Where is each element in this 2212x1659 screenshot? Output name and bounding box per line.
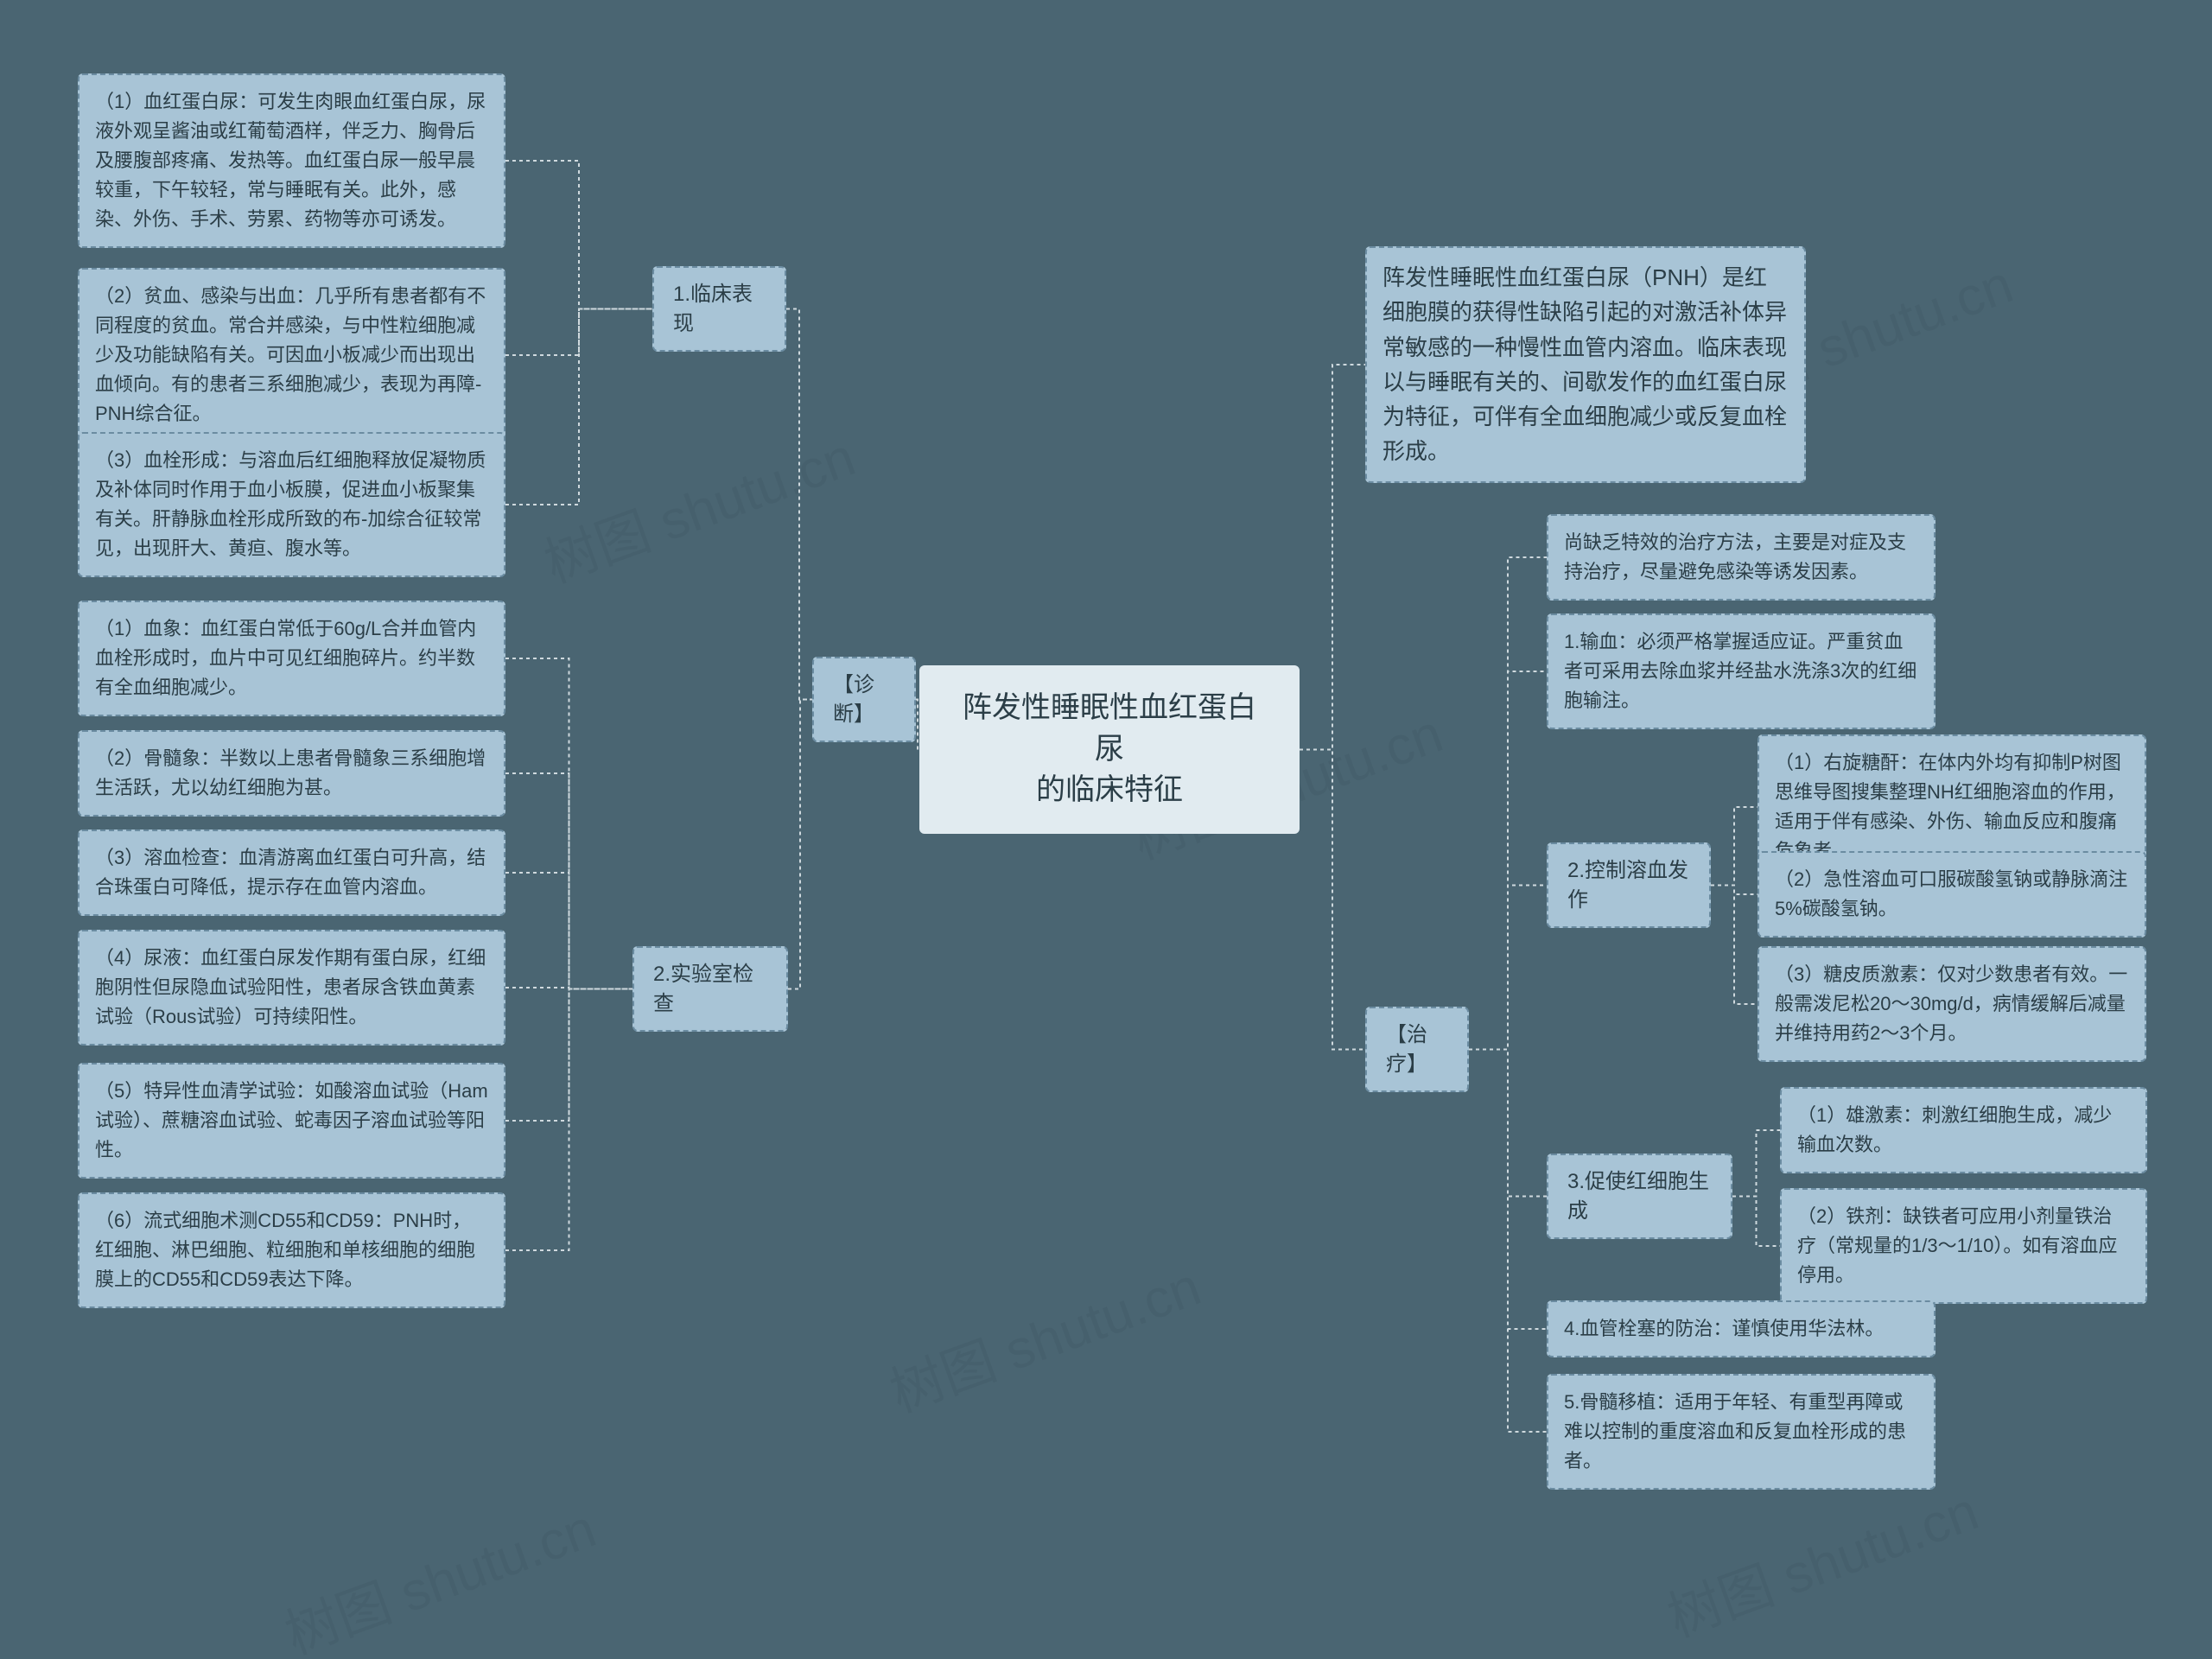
left-leaf: （6）流式细胞术测CD55和CD59：PNH时，红细胞、淋巴细胞、粒细胞和单核细… bbox=[78, 1192, 505, 1308]
center-node: 阵发性睡眠性血红蛋白尿的临床特征 bbox=[919, 665, 1300, 834]
treatment-sub-label: 3.促使红细胞生成 bbox=[1547, 1154, 1732, 1239]
treatment-leaf: （2）铁剂：缺铁者可应用小剂量铁治疗（常规量的1/3～1/10）。如有溶血应停用… bbox=[1780, 1188, 2147, 1304]
left-leaf: （5）特异性血清学试验：如酸溶血试验（Ham试验）、蔗糖溶血试验、蛇毒因子溶血试… bbox=[78, 1063, 505, 1179]
treatment-label: 【治疗】 bbox=[1365, 1007, 1469, 1092]
left-leaf: （1）血象：血红蛋白常低于60g/L合并血管内血栓形成时，血片中可见红细胞碎片。… bbox=[78, 601, 505, 716]
left-leaf: （3）血栓形成：与溶血后红细胞释放促凝物质及补体同时作用于血小板膜，促进血小板聚… bbox=[78, 432, 505, 577]
treatment-leaf: 5.骨髓移植：适用于年轻、有重型再障或难以控制的重度溶血和反复血栓形成的患者。 bbox=[1547, 1374, 1936, 1490]
treatment-leaf: 1.输血：必须严格掌握适应证。严重贫血者可采用去除血浆并经盐水洗涤3次的红细胞输… bbox=[1547, 613, 1936, 729]
treatment-leaf: 尚缺乏特效的治疗方法，主要是对症及支持治疗，尽量避免感染等诱发因素。 bbox=[1547, 514, 1936, 601]
treatment-leaf: （2）急性溶血可口服碳酸氢钠或静脉滴注5%碳酸氢钠。 bbox=[1758, 851, 2146, 938]
left-leaf: （2）骨髓象：半数以上患者骨髓象三系细胞增生活跃，尤以幼红细胞为甚。 bbox=[78, 730, 505, 817]
treatment-leaf: 4.血管栓塞的防治：谨慎使用华法林。 bbox=[1547, 1300, 1936, 1357]
left-leaf: （2）贫血、感染与出血：几乎所有患者都有不同程度的贫血。常合并感染，与中性粒细胞… bbox=[78, 268, 505, 442]
left-leaf: （1）血红蛋白尿：可发生肉眼血红蛋白尿，尿液外观呈酱油或红葡萄酒样，伴乏力、胸骨… bbox=[78, 73, 505, 248]
treatment-leaf: （3）糖皮质激素：仅对少数患者有效。一般需泼尼松20～30mg/d，病情缓解后减… bbox=[1758, 946, 2146, 1062]
treatment-leaf: （1）雄激素：刺激红细胞生成，减少输血次数。 bbox=[1780, 1087, 2147, 1173]
left-leaf: （4）尿液：血红蛋白尿发作期有蛋白尿，红细胞阴性但尿隐血试验阳性，患者尿含铁血黄… bbox=[78, 930, 505, 1046]
overview-node: 阵发性睡眠性血红蛋白尿（PNH）是红细胞膜的获得性缺陷引起的对激活补体异常敏感的… bbox=[1365, 246, 1806, 483]
left-group-label: 2.实验室检查 bbox=[632, 946, 788, 1032]
diagnosis-node: 【诊断】 bbox=[812, 657, 916, 742]
left-group-label: 1.临床表现 bbox=[652, 266, 786, 352]
left-leaf: （3）溶血检查：血清游离血红蛋白可升高，结合珠蛋白可降低，提示存在血管内溶血。 bbox=[78, 830, 505, 916]
treatment-sub-label: 2.控制溶血发作 bbox=[1547, 842, 1711, 928]
